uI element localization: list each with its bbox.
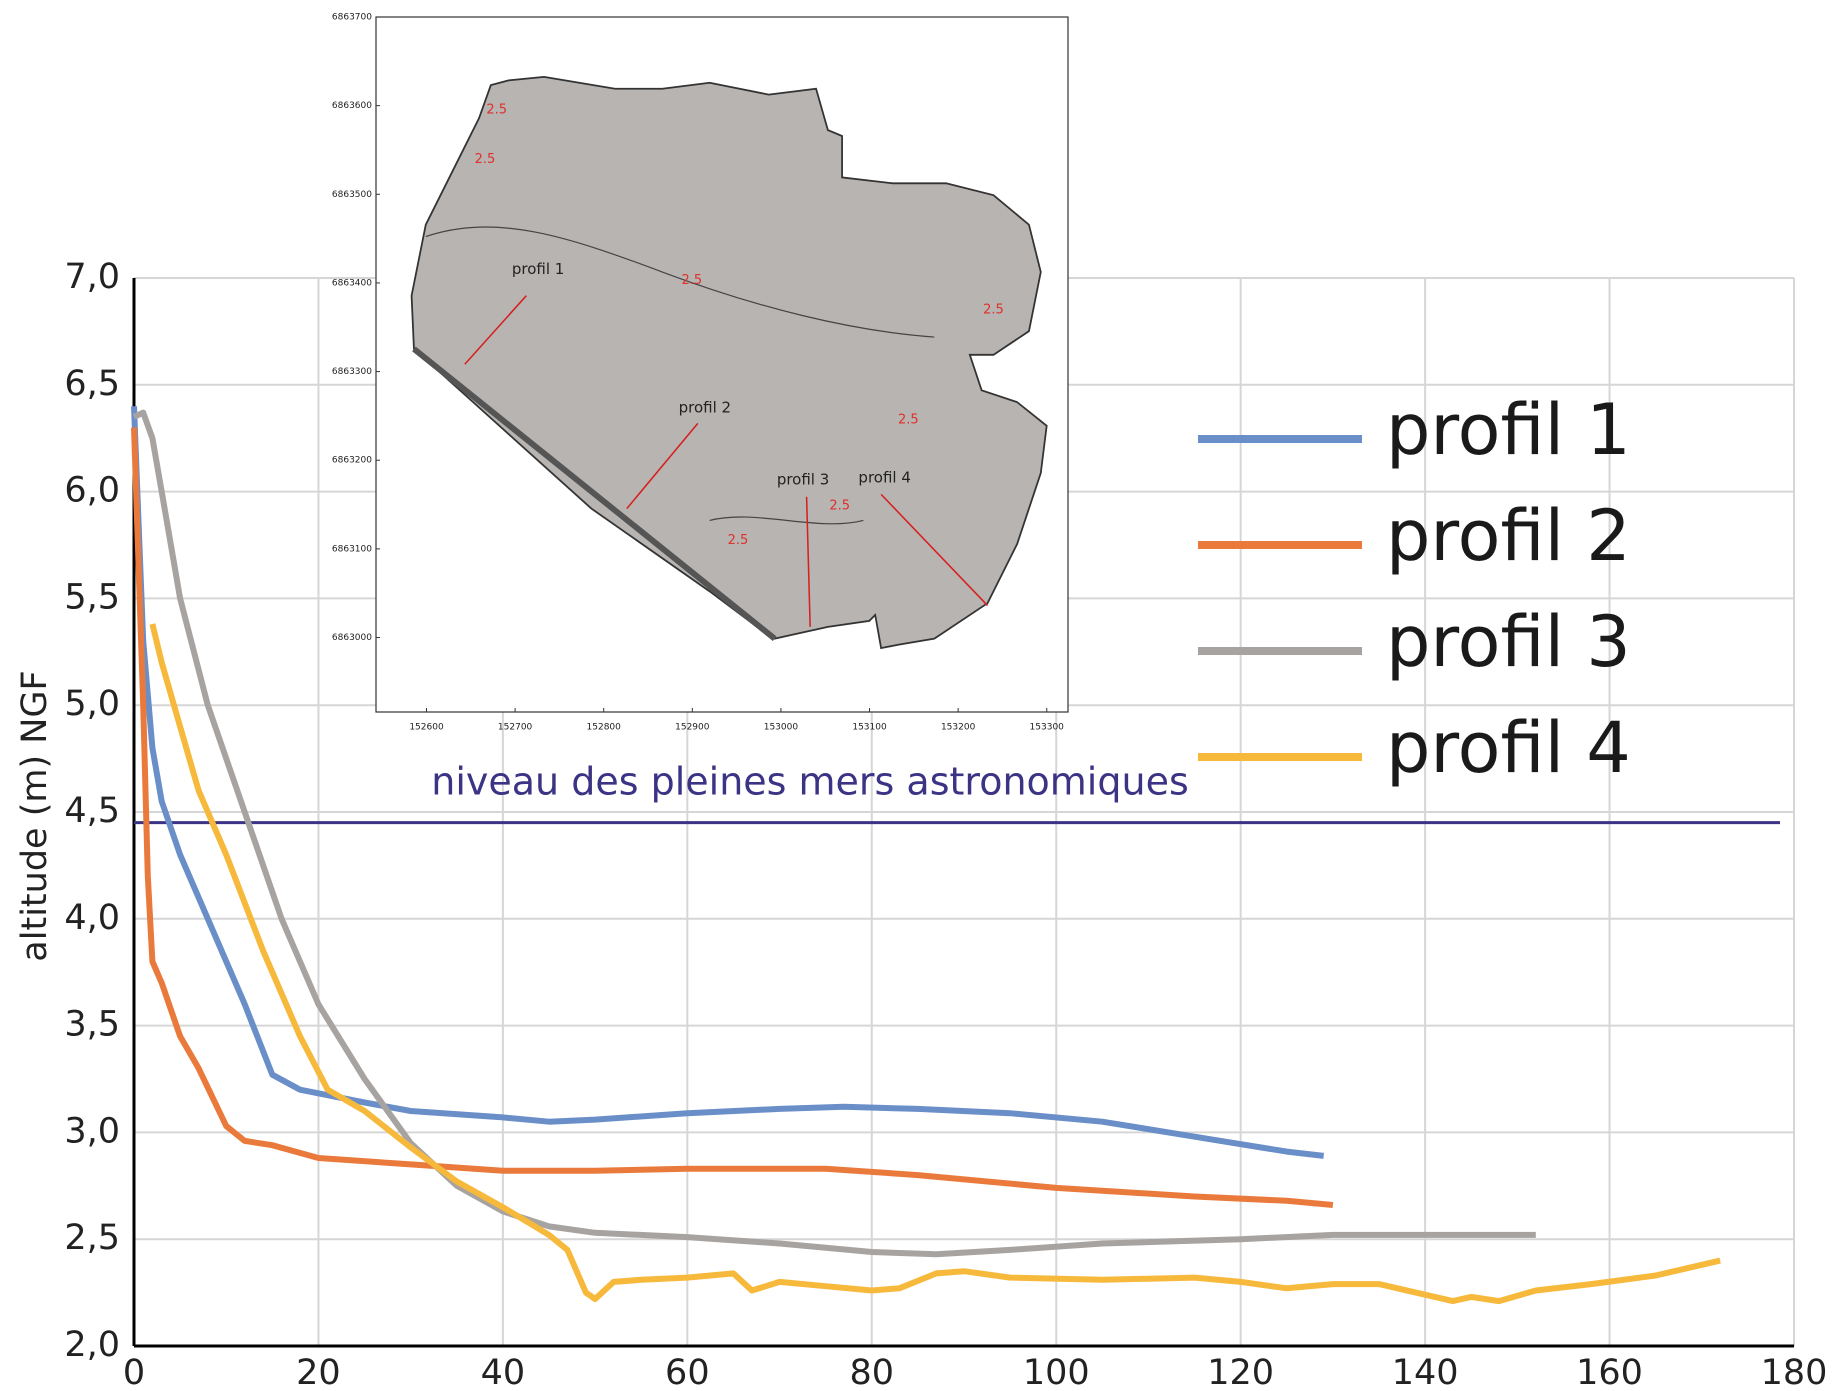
contour-label: 2.5 (728, 533, 749, 548)
contour-label: 2.5 (682, 273, 703, 288)
inset-x-tick-label: 153100 (852, 723, 887, 733)
y-tick-label: 4,0 (64, 898, 120, 938)
x-tick-label: 120 (1207, 1353, 1274, 1391)
contour-label: 2.5 (475, 152, 496, 167)
inset-x-tick-label: 153200 (941, 723, 976, 733)
x-tick-label: 0 (123, 1353, 145, 1391)
inset-map: 152600 152700 152800 152900 153000 153100 1532… (332, 13, 1068, 733)
contour-label: 2.5 (829, 499, 850, 514)
profile-label: profil 4 (858, 468, 910, 486)
legend-label: profil 3 (1386, 601, 1631, 683)
x-tick-label: 20 (296, 1353, 341, 1391)
inset-x-tick-label: 152900 (675, 723, 710, 733)
contour-label: 2.5 (486, 102, 507, 117)
x-tick-label: 60 (665, 1353, 710, 1391)
inset-x-tick-label: 152600 (409, 723, 444, 733)
profile-label: profil 3 (777, 471, 829, 489)
x-tick-label: 40 (481, 1353, 526, 1391)
chart: 152600 152700 152800 152900 153000 153100 1532… (0, 0, 1845, 1391)
inset-y-tick-label: 6863000 (332, 633, 372, 643)
legend-label: profil 2 (1386, 495, 1631, 577)
y-axis-label: altitude (m) NGF (15, 670, 55, 961)
legend-label: profil 4 (1386, 707, 1631, 789)
inset-x-tick-label: 152700 (498, 723, 533, 733)
inset-y-tick-label: 6863500 (332, 190, 372, 200)
inset-x-tick-label: 153300 (1030, 723, 1065, 733)
y-tick-label: 3,5 (64, 1005, 120, 1045)
reference-label: niveau des pleines mers astronomiques (431, 760, 1189, 804)
x-tick-label: 100 (1023, 1353, 1090, 1391)
inset-y-tick-label: 6863700 (332, 13, 372, 23)
y-tick-label: 2,5 (64, 1218, 120, 1258)
y-tick-label: 3,0 (64, 1111, 120, 1151)
contour-label: 2.5 (898, 412, 919, 427)
inset-y-tick-label: 6863600 (332, 101, 372, 111)
page: 152600 152700 152800 152900 153000 153100 1532… (0, 0, 1845, 1391)
inset-y-tick-label: 6863400 (332, 278, 372, 288)
legend-label: profil 1 (1386, 389, 1631, 471)
inset-y-tick-label: 6863300 (332, 367, 372, 377)
inset-x-tick-label: 153000 (764, 723, 799, 733)
x-tick-label: 160 (1576, 1353, 1643, 1391)
profile-label: profil 2 (679, 399, 731, 417)
y-tick-label: 5,0 (64, 684, 120, 724)
y-tick-label: 5,5 (64, 577, 120, 617)
contour-label: 2.5 (983, 302, 1004, 317)
y-tick-label: 2,0 (64, 1325, 120, 1365)
x-tick-label: 140 (1392, 1353, 1459, 1391)
y-tick-label: 4,5 (64, 791, 120, 831)
y-tick-label: 6,0 (64, 471, 120, 511)
x-tick-label: 180 (1761, 1353, 1828, 1391)
inset-y-tick-label: 6863100 (332, 544, 372, 554)
inset-y-tick-label: 6863200 (332, 456, 372, 466)
y-tick-label: 7,0 (64, 257, 120, 297)
inset-x-tick-label: 152800 (587, 723, 622, 733)
profile-label: profil 1 (512, 260, 564, 278)
y-tick-label: 6,5 (64, 364, 120, 404)
x-tick-label: 80 (850, 1353, 895, 1391)
